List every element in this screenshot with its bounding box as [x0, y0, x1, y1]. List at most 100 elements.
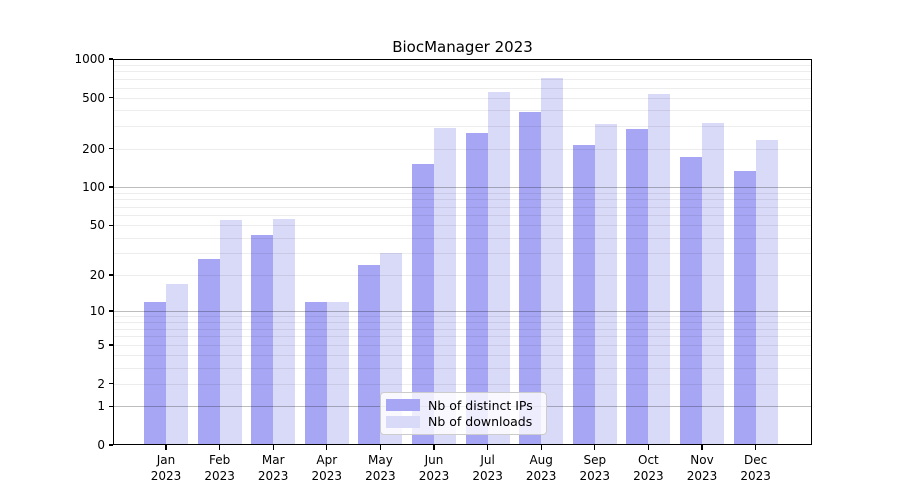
gridline-minor-600	[113, 87, 812, 89]
bar-downloads-nov	[702, 122, 724, 445]
legend-item-distinct-ips: Nb of distinct IPs	[386, 397, 540, 414]
y-tick-50	[109, 224, 113, 226]
y-tick-0	[109, 444, 113, 446]
legend-swatch-downloads	[386, 415, 420, 428]
y-tick-label-2: 2	[97, 376, 105, 391]
y-tick-label-100: 100	[82, 180, 105, 195]
bar-downloads-oct	[648, 94, 671, 445]
y-tick-label-10: 10	[89, 304, 105, 319]
bar-distinct-ips-aug	[519, 112, 542, 445]
x-tick-aug	[540, 445, 542, 450]
bar-distinct-ips-may	[358, 265, 381, 445]
x-tick-dec	[754, 445, 757, 450]
x-tick-may	[379, 445, 382, 450]
gridline-minor-9	[113, 316, 812, 318]
y-tick-10	[109, 310, 113, 312]
y-tick-5	[109, 344, 113, 346]
y-tick-100	[109, 186, 113, 188]
gridline-minor-900	[113, 64, 812, 66]
x-tick-label-feb: Feb 2023	[204, 453, 235, 483]
x-tick-label-may: May 2023	[365, 453, 396, 483]
gridline-minor-6	[113, 336, 812, 338]
x-tick-nov	[701, 445, 703, 450]
gridline-major-1000	[113, 59, 812, 60]
y-tick-label-1: 1	[97, 399, 105, 414]
bar-downloads-sep	[594, 124, 617, 445]
x-tick-sep	[594, 445, 596, 450]
legend-item-downloads: Nb of downloads	[386, 414, 540, 431]
bar-distinct-ips-jul	[465, 133, 488, 445]
bar-downloads-aug	[541, 78, 564, 445]
bar-distinct-ips-jan	[144, 301, 166, 445]
x-tick-label-mar: Mar 2023	[257, 453, 289, 483]
x-tick-label-sep: Sep 2023	[579, 453, 611, 483]
x-tick-label-dec: Dec 2023	[740, 453, 771, 483]
gridline-minor-2	[113, 383, 812, 385]
bar-downloads-apr	[326, 301, 349, 445]
x-tick-mar	[272, 445, 274, 450]
y-tick-label-50: 50	[89, 218, 105, 233]
gridline-minor-800	[113, 71, 812, 73]
x-tick-label-jan: Jan 2023	[150, 453, 182, 483]
y-tick-label-500: 500	[82, 90, 105, 105]
x-tick-feb	[218, 445, 221, 450]
y-tick-label-200: 200	[82, 141, 105, 156]
x-tick-jan	[165, 445, 167, 450]
chart-title: BiocManager 2023	[392, 38, 533, 56]
bar-distinct-ips-apr	[304, 301, 327, 445]
legend-label-distinct-ips: Nb of distinct IPs	[428, 397, 533, 413]
bar-downloads-jan	[166, 283, 188, 445]
gridline-minor-4	[113, 355, 812, 357]
bar-downloads-dec	[755, 139, 778, 445]
bar-distinct-ips-feb	[197, 258, 220, 445]
bar-distinct-ips-sep	[572, 144, 595, 445]
gridline-minor-5	[113, 344, 812, 346]
bar-distinct-ips-jun	[412, 163, 434, 445]
y-tick-label-5: 5	[97, 337, 105, 352]
x-tick-label-aug: Aug 2023	[525, 453, 557, 483]
bar-distinct-ips-mar	[251, 234, 274, 445]
gridline-minor-3	[113, 367, 812, 369]
x-tick-oct	[647, 445, 650, 450]
gridline-minor-90	[113, 192, 812, 194]
y-tick-label-20: 20	[89, 267, 105, 282]
gridline-minor-30	[113, 253, 812, 255]
gridline-minor-200	[113, 148, 812, 150]
gridline-minor-7	[113, 328, 812, 330]
bar-distinct-ips-dec	[733, 170, 756, 445]
x-tick-label-jun: Jun 2023	[418, 453, 450, 483]
legend-swatch-distinct-ips	[386, 399, 420, 412]
bar-distinct-ips-nov	[680, 157, 702, 445]
gridline-minor-50	[113, 225, 812, 227]
gridline-minor-400	[113, 110, 812, 112]
y-tick-1	[109, 405, 113, 407]
x-tick-jul	[486, 445, 489, 450]
y-tick-2	[109, 382, 113, 385]
gridline-minor-20	[113, 274, 812, 276]
gridline-minor-300	[113, 126, 812, 128]
bar-downloads-jun	[434, 128, 456, 445]
gridline-minor-70	[113, 206, 812, 208]
bar-downloads-feb	[219, 220, 242, 445]
gridline-minor-60	[113, 215, 812, 217]
gridline-minor-40	[113, 237, 812, 239]
legend: Nb of distinct IPs Nb of downloads	[380, 392, 547, 435]
gridline-minor-80	[113, 199, 812, 201]
x-tick-jun	[433, 445, 435, 450]
y-tick-label-0: 0	[97, 438, 105, 452]
gridline-minor-700	[113, 78, 812, 80]
bar-downloads-mar	[273, 219, 296, 445]
y-tick-20	[109, 274, 113, 276]
y-tick-500	[109, 97, 113, 99]
bar-downloads-jul	[487, 91, 510, 445]
x-tick-label-oct: Oct 2023	[633, 453, 664, 483]
gridline-minor-500	[113, 97, 812, 99]
y-tick-label-1000: 1000	[74, 52, 105, 66]
legend-label-downloads: Nb of downloads	[428, 414, 533, 430]
gridline-minor-8	[113, 322, 812, 324]
x-tick-label-apr: Apr 2023	[311, 453, 343, 483]
gridline-major-10	[113, 311, 812, 313]
x-tick-label-jul: Jul 2023	[472, 453, 503, 483]
y-tick-200	[109, 148, 113, 150]
